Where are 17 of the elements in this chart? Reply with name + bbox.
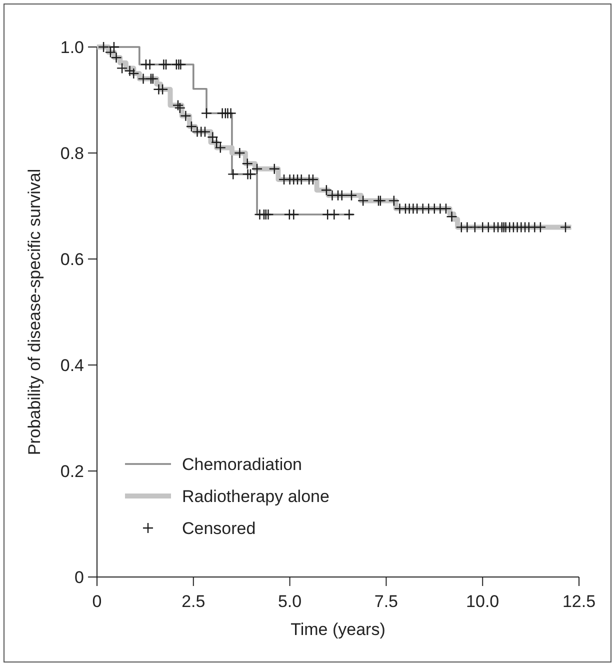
y-tick-label: 0.6 [60,250,84,269]
x-axis-title: Time (years) [290,620,386,639]
y-tick-label: 1.0 [60,38,84,57]
x-tick-label: 2.5 [182,592,206,611]
y-tick-label: 0.2 [60,462,84,481]
y-tick-label: 0.4 [60,356,84,375]
legend-label: Censored [182,518,256,538]
x-tick-label: 7.5 [374,592,398,611]
x-tick-label: 12.5 [562,592,596,611]
legend-label: Chemoradiation [182,454,302,474]
y-axis-title: Probability of disease-specific survival [25,168,44,456]
x-tick-label: 10.0 [466,592,500,611]
y-tick-label: 0 [74,568,84,587]
x-tick-label: 0 [92,592,102,611]
y-tick-label: 0.8 [60,144,84,163]
legend-label: Radiotherapy alone [182,486,330,506]
x-tick-label: 5.0 [278,592,302,611]
